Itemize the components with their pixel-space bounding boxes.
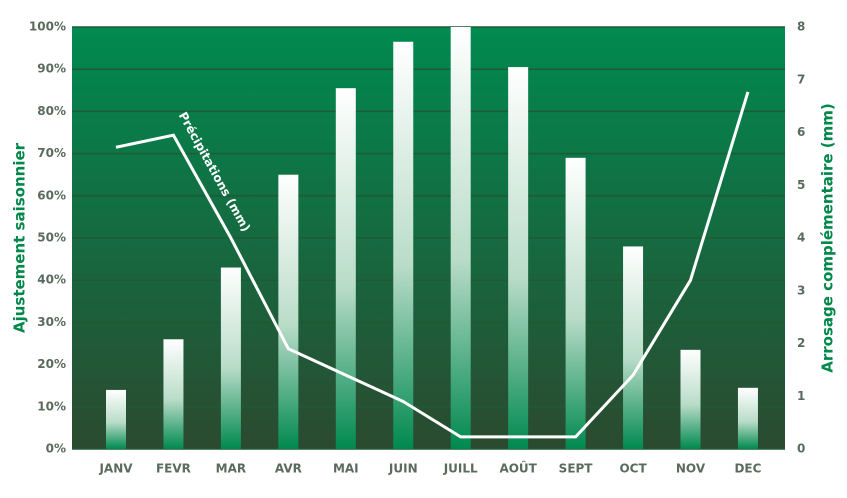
y-tick-label: 90% [37, 62, 66, 76]
bar [623, 246, 644, 449]
x-tick-label: AVR [275, 462, 302, 476]
x-tick-label: SEPT [559, 462, 594, 476]
y-tick-label: 70% [37, 146, 66, 160]
x-tick-label: AOÛT [499, 461, 537, 476]
y-tick-label: 20% [37, 357, 66, 371]
y2-tick-label: 5 [797, 178, 805, 192]
y-tick-label: 10% [37, 399, 66, 413]
x-tick-label: NOV [676, 462, 706, 476]
y-tick-label: 60% [37, 188, 66, 202]
y2-tick-label: 7 [797, 72, 805, 86]
y2-tick-label: 2 [797, 336, 805, 350]
bar [680, 349, 701, 449]
y-tick-label: 100% [29, 20, 66, 34]
y-tick-label: 50% [37, 231, 66, 245]
y2-tick-label: 0 [797, 442, 805, 456]
x-tick-label: JUILL [443, 462, 478, 476]
y-tick-label: 0% [46, 442, 66, 456]
bar [737, 387, 758, 449]
y-tick-label: 30% [37, 315, 66, 329]
y2-tick-label: 8 [797, 20, 805, 34]
x-tick-label: FEVR [156, 462, 191, 476]
bar [278, 174, 299, 449]
y-tick-label: 80% [37, 104, 66, 118]
bar [163, 339, 184, 449]
x-tick-label: JUIN [388, 462, 418, 476]
bar [335, 88, 356, 449]
x-tick-label: MAI [333, 462, 359, 476]
bar [393, 41, 414, 450]
y-tick-label: 40% [37, 273, 66, 287]
y2-tick-label: 4 [797, 231, 805, 245]
y2-tick-label: 3 [797, 283, 805, 297]
bar [450, 27, 471, 449]
x-tick-label: JANV [98, 462, 133, 476]
bar [106, 389, 126, 449]
line [115, 91, 750, 439]
y2-axis-label: Arrosage complémentaire (mm) [819, 103, 837, 372]
y2-tick-label: 1 [797, 389, 805, 403]
bar [565, 157, 586, 449]
y2-tick-label: 6 [797, 125, 805, 139]
x-tick-label: DEC [734, 462, 761, 476]
bar [508, 67, 529, 449]
x-tick-label: OCT [619, 462, 647, 476]
y-axis-label: Ajustement saisonnier [11, 142, 29, 333]
bar [220, 267, 241, 449]
x-tick-label: MAR [216, 462, 246, 476]
